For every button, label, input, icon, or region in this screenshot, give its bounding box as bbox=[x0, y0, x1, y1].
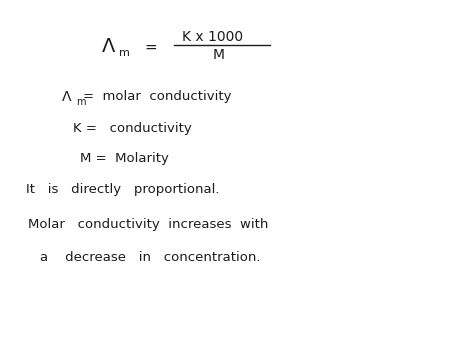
Text: M =  Molarity: M = Molarity bbox=[80, 152, 169, 165]
Text: =: = bbox=[145, 40, 157, 55]
Text: M: M bbox=[212, 48, 224, 62]
Text: Λ: Λ bbox=[62, 90, 71, 104]
Text: K x 1000: K x 1000 bbox=[182, 30, 244, 44]
Text: Molar   conductivity  increases  with: Molar conductivity increases with bbox=[28, 218, 269, 231]
Text: m: m bbox=[76, 97, 86, 107]
Text: m: m bbox=[119, 48, 130, 58]
Text: K =   conductivity: K = conductivity bbox=[73, 121, 192, 135]
Text: a    decrease   in   concentration.: a decrease in concentration. bbox=[40, 251, 261, 264]
Text: It   is   directly   proportional.: It is directly proportional. bbox=[26, 183, 219, 196]
Text: Λ: Λ bbox=[102, 37, 115, 56]
Text: =  molar  conductivity: = molar conductivity bbox=[83, 90, 231, 103]
